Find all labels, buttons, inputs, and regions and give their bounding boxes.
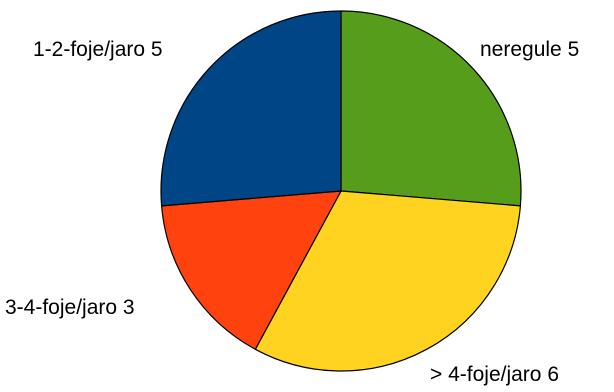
pie-slice-neregule <box>340 10 522 207</box>
slice-label-neregule: neregule 5 <box>480 38 579 61</box>
slice-label-more-than-4: > 4-foje/jaro 6 <box>430 363 559 386</box>
pie-slice-1-2-foje-jaro <box>160 10 342 207</box>
pie-slice-3-4-foje-jaro <box>160 190 343 351</box>
slice-label-1-2: 1-2-foje/jaro 5 <box>33 38 163 61</box>
pie-slices <box>160 10 522 372</box>
slice-label-3-4: 3-4-foje/jaro 3 <box>5 296 135 319</box>
pie-slice-4-foje-jaro <box>254 190 522 372</box>
pie-labels: neregule 5 > 4-foje/jaro 6 3-4-foje/jaro… <box>5 38 579 386</box>
